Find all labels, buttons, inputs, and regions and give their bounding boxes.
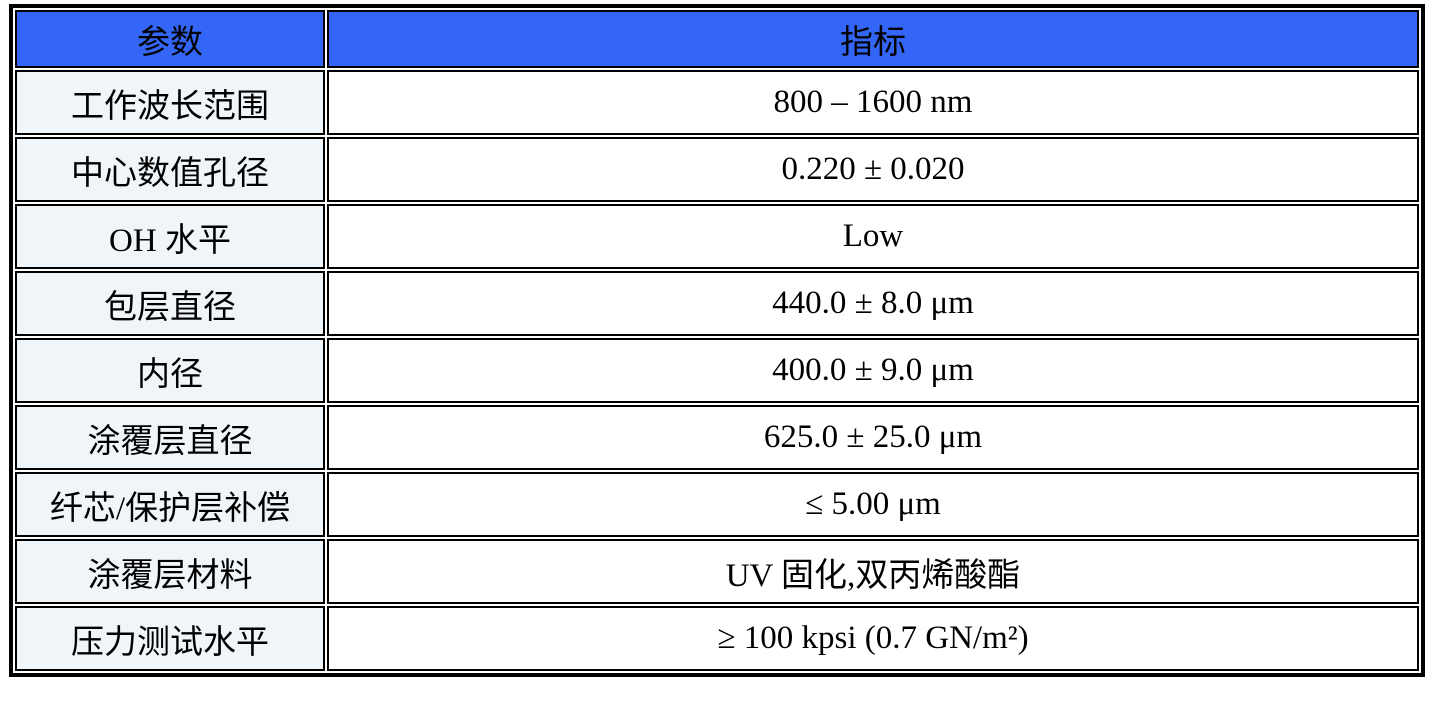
- param-cell: 压力测试水平: [15, 606, 325, 671]
- header-row: 参数 指标: [15, 10, 1419, 68]
- value-cell: UV 固化,双丙烯酸酯: [327, 539, 1419, 604]
- table-body: 工作波长范围 800 – 1600 nm 中心数值孔径 0.220 ± 0.02…: [15, 70, 1419, 671]
- param-cell: 包层直径: [15, 271, 325, 336]
- param-cell: 中心数值孔径: [15, 137, 325, 202]
- param-cell: 工作波长范围: [15, 70, 325, 135]
- param-cell: OH 水平: [15, 204, 325, 269]
- table-row: 工作波长范围 800 – 1600 nm: [15, 70, 1419, 135]
- param-cell: 涂覆层材料: [15, 539, 325, 604]
- table-row: 中心数值孔径 0.220 ± 0.020: [15, 137, 1419, 202]
- header-cell-parameter: 参数: [15, 10, 325, 68]
- value-cell: Low: [327, 204, 1419, 269]
- table-row: 包层直径 440.0 ± 8.0 μm: [15, 271, 1419, 336]
- value-cell: 625.0 ± 25.0 μm: [327, 405, 1419, 470]
- spec-table: 参数 指标 工作波长范围 800 – 1600 nm 中心数值孔径 0.220 …: [9, 4, 1425, 677]
- value-cell: ≤ 5.00 μm: [327, 472, 1419, 537]
- value-cell: 800 – 1600 nm: [327, 70, 1419, 135]
- header-cell-spec: 指标: [327, 10, 1419, 68]
- table-row: 涂覆层直径 625.0 ± 25.0 μm: [15, 405, 1419, 470]
- value-cell: 400.0 ± 9.0 μm: [327, 338, 1419, 403]
- table-row: 内径 400.0 ± 9.0 μm: [15, 338, 1419, 403]
- value-cell: 440.0 ± 8.0 μm: [327, 271, 1419, 336]
- param-cell: 纤芯/保护层补偿: [15, 472, 325, 537]
- param-cell: 内径: [15, 338, 325, 403]
- table-header: 参数 指标: [15, 10, 1419, 68]
- table-row: 涂覆层材料 UV 固化,双丙烯酸酯: [15, 539, 1419, 604]
- table-row: OH 水平 Low: [15, 204, 1419, 269]
- table-row: 纤芯/保护层补偿 ≤ 5.00 μm: [15, 472, 1419, 537]
- value-cell: 0.220 ± 0.020: [327, 137, 1419, 202]
- value-cell: ≥ 100 kpsi (0.7 GN/m²): [327, 606, 1419, 671]
- param-cell: 涂覆层直径: [15, 405, 325, 470]
- table-row: 压力测试水平 ≥ 100 kpsi (0.7 GN/m²): [15, 606, 1419, 671]
